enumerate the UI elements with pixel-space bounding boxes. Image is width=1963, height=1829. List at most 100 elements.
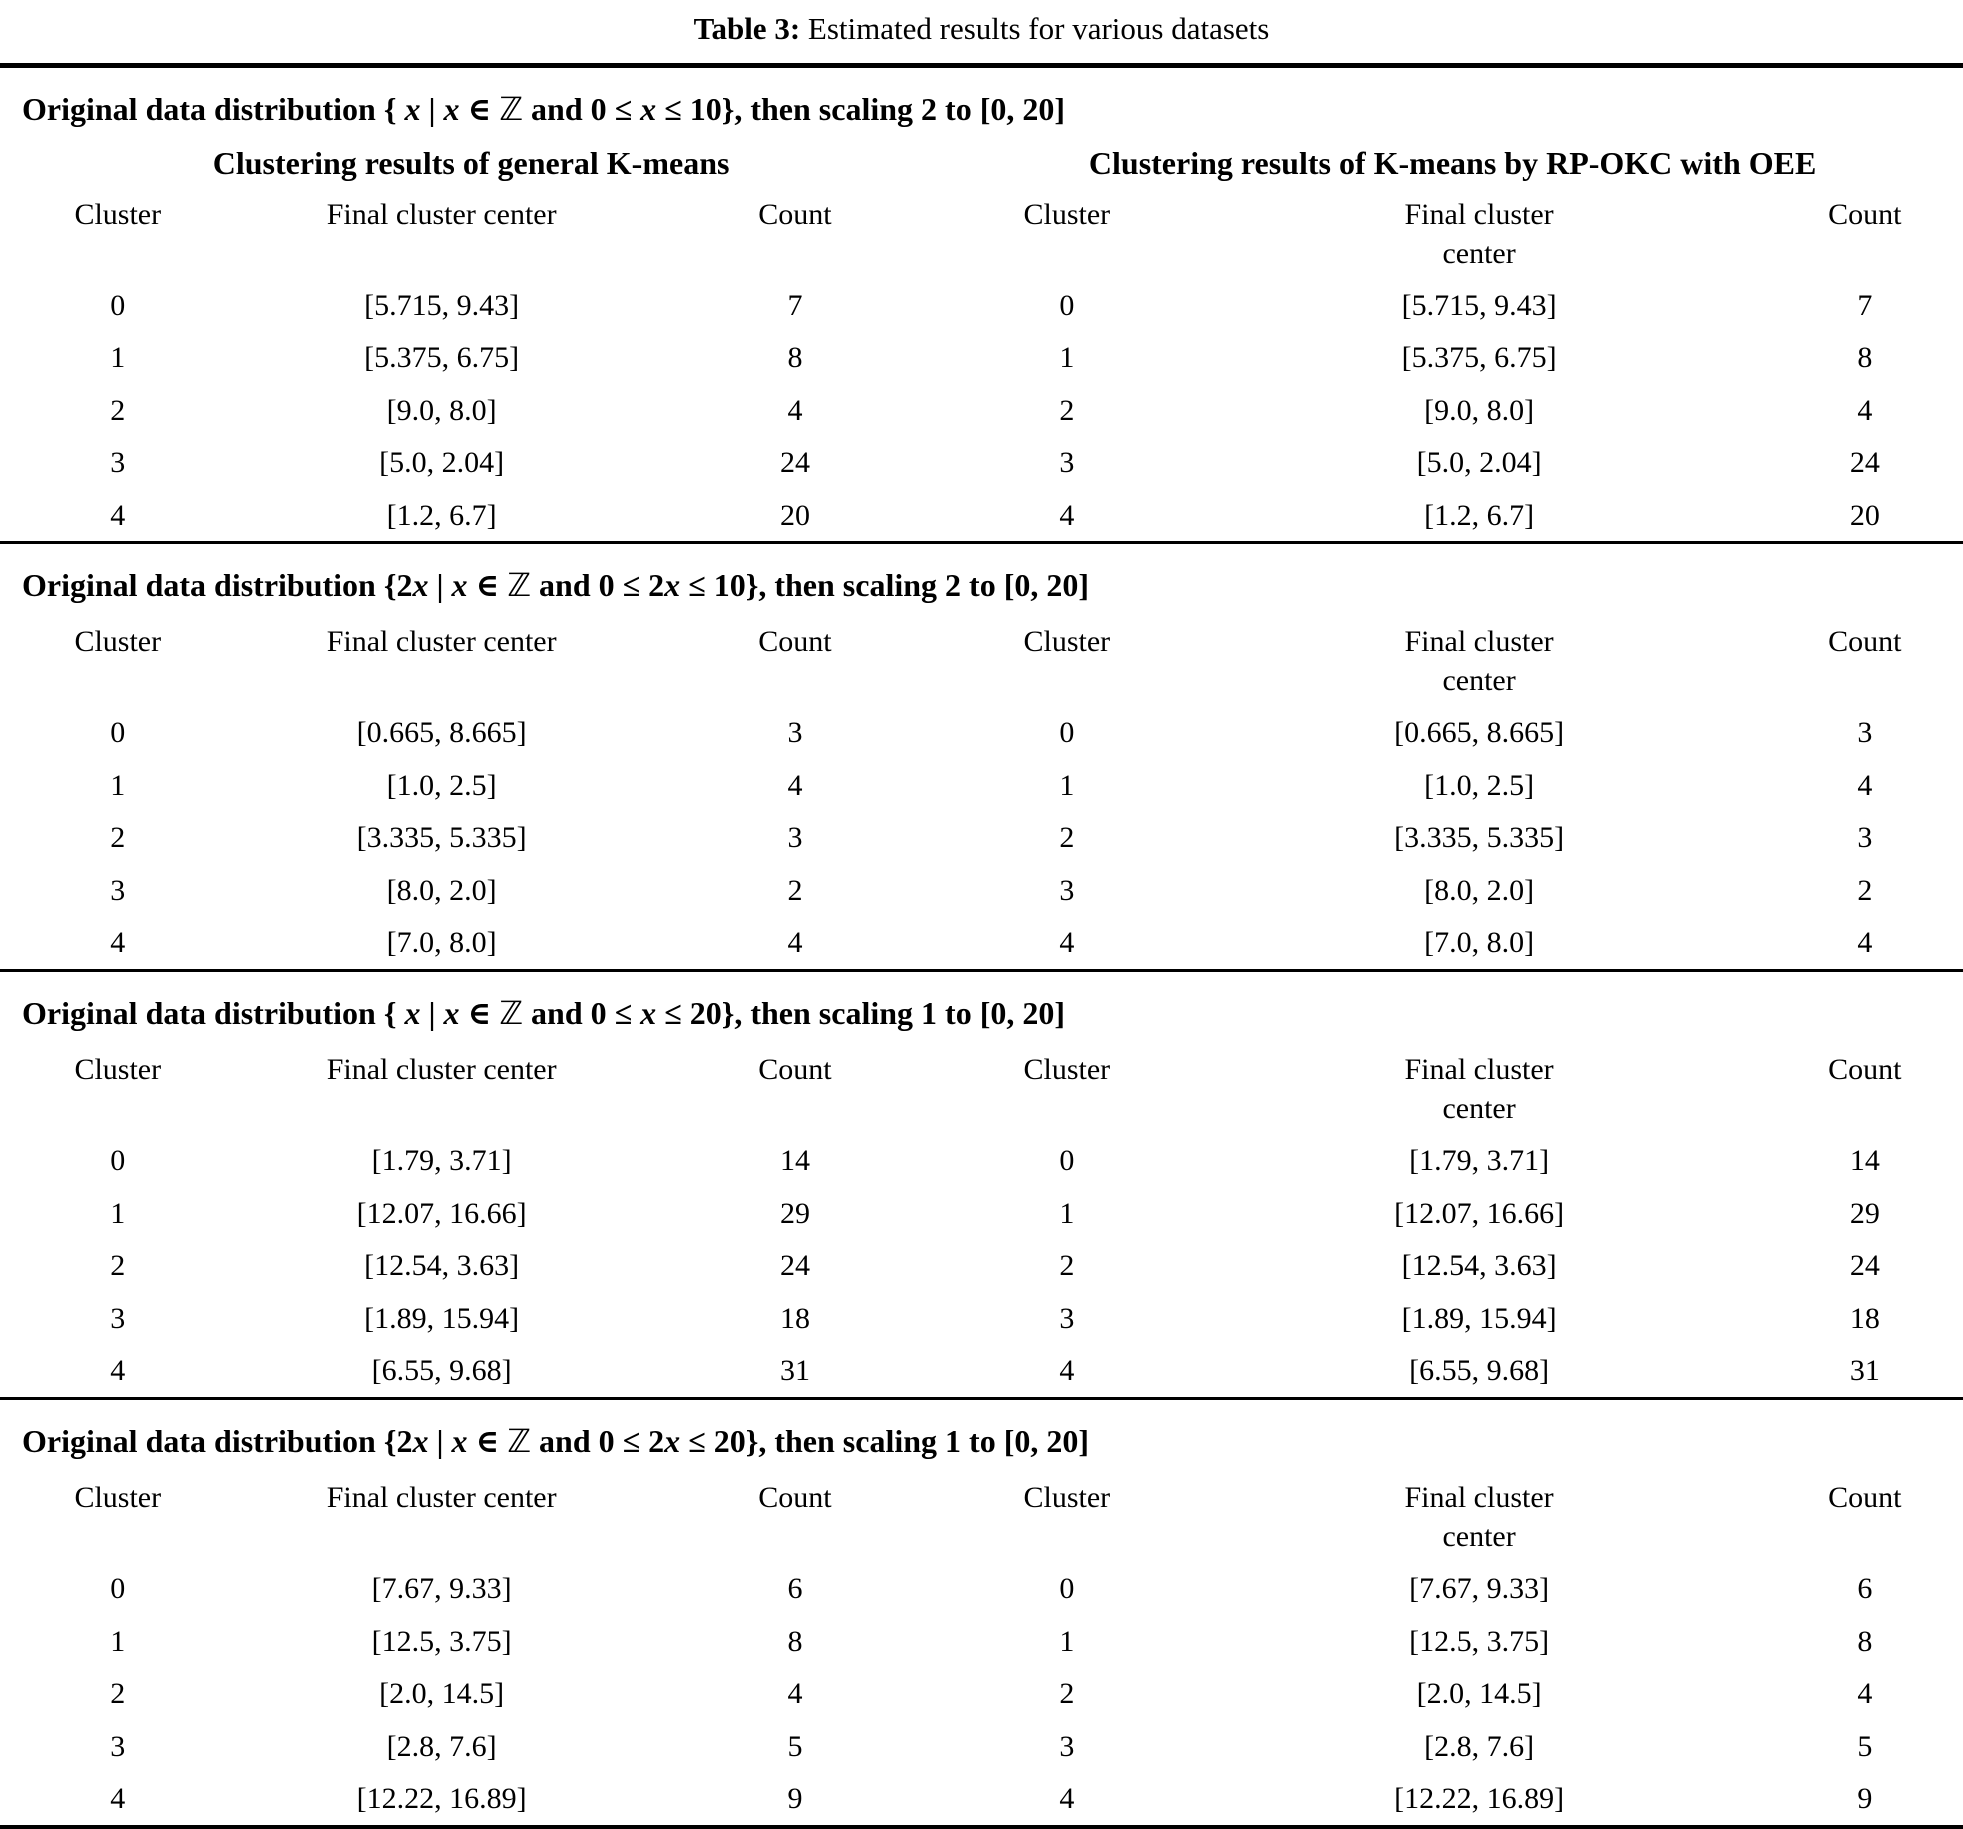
section-header-text: ≤ 20}, then scaling 1 to [0, 20] (656, 994, 1065, 1031)
count-cell: 8 (1857, 1624, 1873, 1658)
count-cell: 4 (787, 768, 803, 802)
cluster-cell: 4 (110, 1354, 126, 1388)
section-header-text: and 0 ≤ (523, 994, 641, 1031)
section-header-text: Original data distribution { (22, 994, 405, 1031)
cluster-cell: 3 (1059, 446, 1075, 480)
count-cell: 4 (787, 926, 803, 960)
math-variable: x (404, 91, 421, 128)
cluster-cell: 0 (1059, 288, 1075, 322)
count-cell: 7 (787, 288, 803, 322)
final-center-cell: [5.0, 2.04] (379, 446, 505, 480)
cluster-cell: 1 (110, 341, 126, 375)
cluster-cell: 2 (110, 1249, 126, 1283)
section-header-text: and 0 ≤ 2 (531, 1422, 665, 1459)
math-variable: x (664, 567, 681, 604)
cluster-cell: 4 (1059, 1354, 1075, 1388)
data-row: 3 [2.8, 7.6] 5 3 [2.8, 7.6] 5 (0, 1720, 1963, 1773)
cluster-cell: 3 (110, 873, 126, 907)
col-header-cluster: Cluster (74, 1053, 162, 1087)
data-row: 0 [7.67, 9.33] 6 0 [7.67, 9.33] 6 (0, 1562, 1963, 1615)
cluster-cell: 3 (1059, 1301, 1075, 1335)
col-header-cluster: Cluster (1023, 1053, 1111, 1087)
final-center-cell: [12.07, 16.66] (1394, 1196, 1565, 1230)
cluster-cell: 3 (110, 1729, 126, 1763)
count-cell: 8 (787, 341, 803, 375)
final-center-cell: [9.0, 8.0] (1424, 393, 1535, 427)
section-header-text: | (420, 994, 444, 1031)
data-row: 4 [12.22, 16.89] 9 4 [12.22, 16.89] 9 (0, 1772, 1963, 1827)
section-header: Original data distribution { x | x ∈ ℤ a… (0, 66, 1963, 137)
col-header-final-center: Final cluster center (326, 197, 557, 231)
count-cell: 9 (1857, 1782, 1873, 1816)
count-cell: 4 (1857, 1677, 1873, 1711)
final-center-cell: [3.335, 5.335] (356, 821, 527, 855)
final-center-cell: [1.0, 2.5] (1424, 768, 1535, 802)
final-center-cell: [6.55, 9.68] (371, 1354, 512, 1388)
count-cell: 8 (1857, 341, 1873, 375)
cluster-cell: 0 (110, 1144, 126, 1178)
section-header-text: ≤ 10}, then scaling 2 to [0, 20] (656, 91, 1065, 128)
section-header-text: ∈ (467, 1422, 508, 1459)
count-cell: 2 (787, 873, 803, 907)
col-header-count: Count (758, 625, 832, 659)
math-variable: x (640, 91, 657, 128)
section-header-text: and 0 ≤ (523, 91, 641, 128)
final-center-cell: [5.0, 2.04] (1416, 446, 1542, 480)
final-center-cell: [7.67, 9.33] (371, 1572, 512, 1606)
cluster-cell: 1 (110, 1196, 126, 1230)
final-center-cell: [0.665, 8.665] (1394, 716, 1565, 750)
data-row: 2 [12.54, 3.63] 24 2 [12.54, 3.63] 24 (0, 1239, 1963, 1292)
data-row: 1 [12.07, 16.66] 29 1 [12.07, 16.66] 29 (0, 1187, 1963, 1240)
math-variable: x (412, 567, 429, 604)
col-header-final-center: Final cluster center (1192, 1468, 1767, 1562)
count-cell: 14 (779, 1144, 810, 1178)
section-header: Original data distribution {2x | x ∈ ℤ a… (0, 541, 1963, 613)
section-header-row: Original data distribution {2x | x ∈ ℤ a… (0, 1396, 1963, 1469)
final-center-cell: [3.335, 5.335] (1394, 821, 1565, 855)
section-header-text: ≤ 10}, then scaling 2 to [0, 20] (680, 567, 1089, 604)
cluster-cell: 1 (1059, 768, 1075, 802)
final-center-cell: [2.0, 14.5] (1416, 1677, 1542, 1711)
cluster-cell: 2 (1059, 821, 1075, 855)
col-header-line: Final cluster (1404, 625, 1554, 659)
final-center-cell: [2.8, 7.6] (386, 1729, 497, 1763)
data-row: 1 [1.0, 2.5] 4 1 [1.0, 2.5] 4 (0, 759, 1963, 812)
final-center-cell: [7.67, 9.33] (1409, 1572, 1550, 1606)
count-cell: 4 (1857, 768, 1873, 802)
column-header-row: Cluster Final cluster center Count Cluster F… (0, 1040, 1963, 1134)
count-cell: 4 (787, 393, 803, 427)
col-header-count: Count (1828, 197, 1902, 231)
final-center-cell: [1.89, 15.94] (1401, 1301, 1557, 1335)
section-header: Original data distribution {2x | x ∈ ℤ a… (0, 1396, 1963, 1469)
data-row: 2 [3.335, 5.335] 3 2 [3.335, 5.335] 3 (0, 811, 1963, 864)
col-header-line: Final cluster (1404, 1053, 1554, 1087)
final-center-cell: [2.0, 14.5] (379, 1677, 505, 1711)
column-header-row: Cluster Final cluster center Count Cluster F… (0, 1468, 1963, 1562)
count-cell: 14 (1849, 1144, 1880, 1178)
math-variable: x (664, 1422, 681, 1459)
cluster-cell: 0 (1059, 716, 1075, 750)
section-header-text: and 0 ≤ 2 (531, 567, 665, 604)
final-center-cell: [8.0, 2.0] (1424, 873, 1535, 907)
integers-set-symbol: ℤ (507, 566, 532, 605)
data-row: 4 [1.2, 6.7] 20 4 [1.2, 6.7] 20 (0, 489, 1963, 543)
data-row: 4 [6.55, 9.68] 31 4 [6.55, 9.68] 31 (0, 1344, 1963, 1398)
cluster-cell: 0 (110, 288, 126, 322)
data-row: 0 [1.79, 3.71] 14 0 [1.79, 3.71] 14 (0, 1134, 1963, 1187)
table-caption-text: Estimated results for various datasets (800, 11, 1270, 46)
final-center-cell: [0.665, 8.665] (356, 716, 527, 750)
final-center-cell: [12.22, 16.89] (1394, 1782, 1565, 1816)
col-header-cluster: Cluster (74, 1481, 162, 1515)
final-center-cell: [1.2, 6.7] (386, 498, 497, 532)
col-header-final-center: Final cluster center (1192, 185, 1767, 279)
count-cell: 18 (1849, 1301, 1880, 1335)
count-cell: 31 (1849, 1354, 1880, 1388)
cluster-cell: 1 (1059, 1196, 1075, 1230)
cluster-cell: 3 (1059, 1729, 1075, 1763)
count-cell: 3 (1857, 716, 1873, 750)
section-header-text: | (428, 1422, 452, 1459)
count-cell: 4 (1857, 393, 1873, 427)
cluster-cell: 0 (110, 1572, 126, 1606)
cluster-cell: 4 (110, 1782, 126, 1816)
final-center-cell: [5.715, 9.43] (1401, 288, 1557, 322)
